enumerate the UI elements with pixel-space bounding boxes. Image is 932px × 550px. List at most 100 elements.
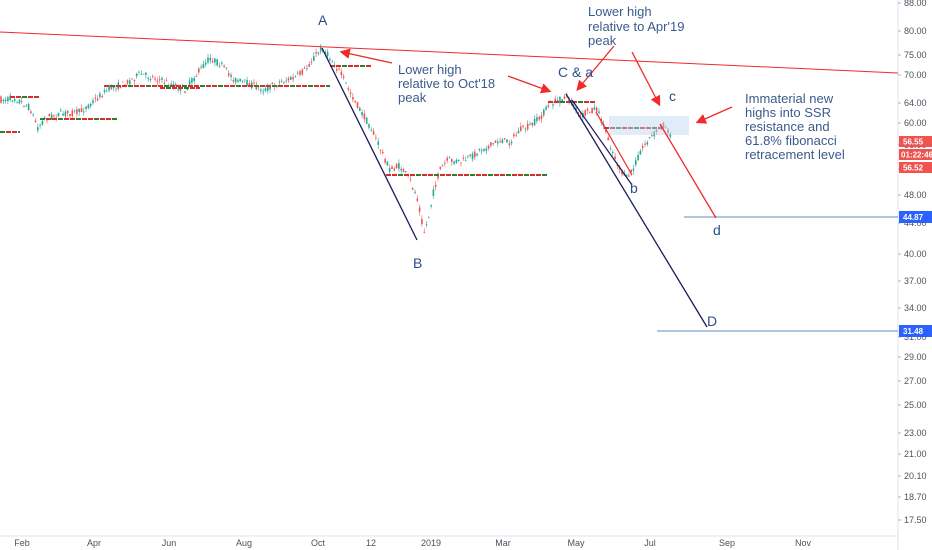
time-tick-label: Feb [14,538,30,548]
price-tag-countdown: 01:22:46 [899,149,932,160]
candle-body [225,67,228,69]
candle-body [271,82,274,85]
candle-body [540,115,543,120]
candle-body [515,134,517,136]
candle-body [264,88,267,91]
candle-body [296,72,299,74]
price-tick-label: 34.00 [904,303,927,313]
candle-body [637,155,639,161]
candle-body [363,113,366,120]
candle-body [221,62,223,64]
candle-body [177,89,179,91]
candle-body [474,151,476,158]
candle-body [287,78,290,81]
candle-body [30,111,32,114]
arrow-apr-to-c-right [631,51,661,107]
candle-body [375,137,377,139]
candle-body [609,148,612,150]
candle-body [60,110,62,112]
arrow-to-apr-peak [507,75,552,94]
candle-body [18,99,21,104]
candle-body [545,106,547,110]
candle-body [73,110,76,112]
candle-body [499,141,501,142]
candle-body [641,146,644,148]
candle-body [122,81,124,83]
candle-body [667,129,669,133]
candle-body [471,153,474,160]
svg-text:56.55: 56.55 [903,138,924,147]
candle-body [324,52,327,54]
candle-body [142,73,145,75]
wave-line-c-to-d[interactable] [565,93,708,328]
candle-body [223,65,225,68]
candle-body [338,68,340,70]
candle-body [66,110,69,114]
price-tick-label: 27.00 [904,376,927,386]
candle-body [503,138,506,139]
candle-body [313,56,315,61]
candle-body [368,124,370,128]
candle-body [543,109,545,116]
candle-body [37,127,39,131]
candle-body [345,82,347,84]
candle-body [14,99,16,101]
candle-body [372,131,375,135]
wave-line-a-to-b-red[interactable] [595,111,633,176]
candle-body [147,78,149,79]
candle-body [391,166,393,169]
wave-line-a-to-b[interactable] [321,47,418,241]
candle-body [492,143,494,145]
trendline-resistance[interactable] [0,31,899,74]
candle-body [115,88,117,90]
candle-body [62,113,64,116]
candle-body [418,207,421,212]
candle-body [267,86,269,91]
candle-body [432,189,435,196]
candle-body [379,149,382,151]
candle-body [434,184,437,187]
candle-body [554,98,557,103]
svg-text:44.87: 44.87 [903,213,924,222]
candle-body [280,80,283,82]
candle-body [400,168,402,171]
candle-body [126,80,129,84]
candle-body [480,150,483,152]
candle-body [405,171,407,172]
candle-body [244,79,246,81]
wave-line-a-to-b-minor[interactable] [571,99,633,186]
candle-body [92,100,94,104]
annotation-apr-peak: Lower high relative to Apr'19 peak [588,4,688,48]
price-tick-label: 48.00 [904,190,927,200]
candle-body [64,111,67,117]
candle-body [152,76,154,78]
price-tick-label: 64.00 [904,98,927,108]
candle-body [260,89,262,91]
wave-label-c: c [669,88,676,104]
candle-body [303,67,306,69]
time-axis[interactable]: Feb Apr Jun Aug Oct 12 2019 Mar May Jul Sep Nov [14,538,811,548]
candle-body [131,78,133,80]
svg-text:01:22:46: 01:22:46 [901,151,932,160]
candle-body [451,159,453,162]
fib-zone-box[interactable] [609,116,689,135]
candle-body [99,93,101,98]
candle-body [119,86,122,88]
svg-text:31.48: 31.48 [903,327,924,336]
candle-body [563,96,566,99]
wave-line-c-to-d-minor[interactable] [659,123,717,219]
price-axis[interactable]: 88.0080.0075.0070.0064.0060.0056.0052.00… [898,0,927,525]
candle-body [340,71,343,76]
candle-body [354,100,356,103]
candle-body [501,139,504,144]
candle-body [421,219,423,225]
candle-body [506,139,508,143]
candle-body [520,126,522,131]
candle-body [7,97,9,102]
candle-body [490,142,492,146]
candle-body [437,173,439,179]
candle-body [230,74,232,78]
candle-body [158,79,161,81]
candle-body [547,105,550,107]
